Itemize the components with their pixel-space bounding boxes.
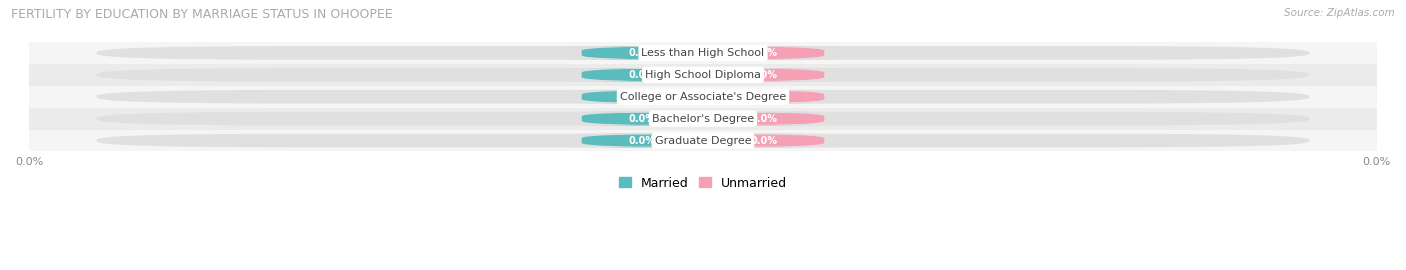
FancyBboxPatch shape [689, 68, 838, 82]
Bar [30, 42, 1376, 64]
Bar [30, 108, 1376, 130]
Text: 0.0%: 0.0% [751, 92, 778, 102]
Text: Bachelor's Degree: Bachelor's Degree [652, 114, 754, 124]
FancyBboxPatch shape [689, 46, 838, 60]
Text: 0.0%: 0.0% [751, 136, 778, 146]
Text: High School Diploma: High School Diploma [645, 70, 761, 80]
FancyBboxPatch shape [568, 46, 717, 60]
FancyBboxPatch shape [97, 112, 1309, 126]
FancyBboxPatch shape [689, 134, 838, 147]
FancyBboxPatch shape [568, 134, 717, 147]
FancyBboxPatch shape [689, 112, 838, 126]
FancyBboxPatch shape [568, 112, 717, 126]
Text: FERTILITY BY EDUCATION BY MARRIAGE STATUS IN OHOOPEE: FERTILITY BY EDUCATION BY MARRIAGE STATU… [11, 8, 392, 21]
FancyBboxPatch shape [689, 90, 838, 103]
FancyBboxPatch shape [97, 134, 1309, 147]
Legend: Married, Unmarried: Married, Unmarried [613, 171, 793, 194]
Text: 0.0%: 0.0% [628, 114, 655, 124]
FancyBboxPatch shape [97, 46, 1309, 60]
Bar [30, 130, 1376, 151]
Bar [30, 86, 1376, 108]
Text: College or Associate's Degree: College or Associate's Degree [620, 92, 786, 102]
Text: 0.0%: 0.0% [628, 92, 655, 102]
FancyBboxPatch shape [568, 68, 717, 82]
Text: 0.0%: 0.0% [628, 136, 655, 146]
FancyBboxPatch shape [97, 68, 1309, 82]
Text: 0.0%: 0.0% [751, 48, 778, 58]
Text: 0.0%: 0.0% [628, 48, 655, 58]
Text: 0.0%: 0.0% [751, 70, 778, 80]
FancyBboxPatch shape [568, 90, 717, 103]
Text: Source: ZipAtlas.com: Source: ZipAtlas.com [1284, 8, 1395, 18]
FancyBboxPatch shape [97, 90, 1309, 103]
Text: 0.0%: 0.0% [628, 70, 655, 80]
Text: Graduate Degree: Graduate Degree [655, 136, 751, 146]
Text: Less than High School: Less than High School [641, 48, 765, 58]
Bar [30, 64, 1376, 86]
Text: 0.0%: 0.0% [751, 114, 778, 124]
